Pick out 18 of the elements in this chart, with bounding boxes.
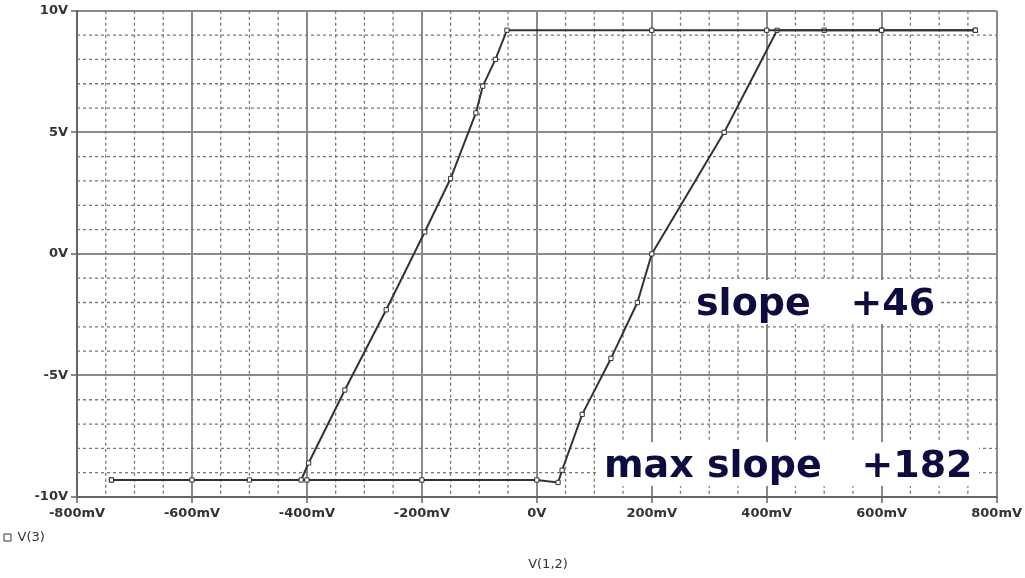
x-tick-label: -800mV <box>48 505 106 521</box>
x-tick-label: -200mV <box>393 505 450 521</box>
x-tick-label: -600mV <box>163 505 221 521</box>
annotation: max slope +182 <box>598 442 979 486</box>
y-tick-label: 5V <box>48 123 68 139</box>
y-tick-label: -10V <box>34 488 68 504</box>
y-tick-label: 0V <box>48 245 68 261</box>
x-tick-label: 0V <box>527 505 547 521</box>
x-axis-title: V(1,2) <box>527 556 569 571</box>
x-tick-label: -400mV <box>278 505 335 521</box>
x-tick-label: 800mV <box>971 505 1022 521</box>
x-tick-label: 200mV <box>626 505 678 521</box>
y-tick-label: 10V <box>39 2 68 18</box>
annotation: slope +46 <box>690 280 942 324</box>
y-tick-label: -5V <box>43 366 68 382</box>
x-tick-label: 400mV <box>741 505 793 521</box>
legend-label: V(3) <box>17 528 45 544</box>
x-tick-label: 600mV <box>856 505 908 521</box>
